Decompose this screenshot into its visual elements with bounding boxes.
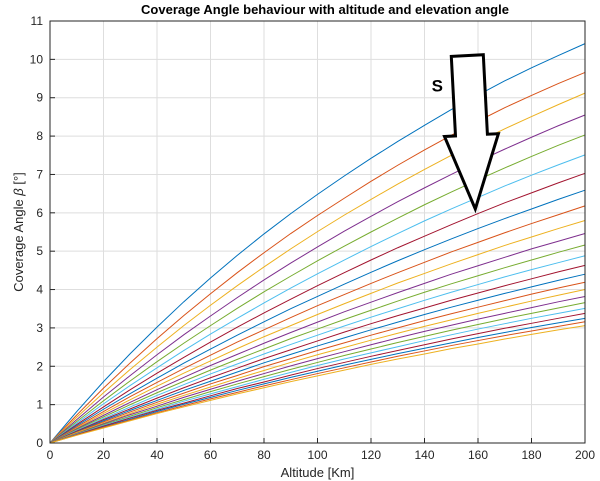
x-tick-label: 0 xyxy=(47,448,54,462)
x-axis-label: Altitude [Km] xyxy=(281,465,355,480)
y-tick-label: 5 xyxy=(36,244,43,258)
series-line xyxy=(49,71,586,444)
series-line xyxy=(49,233,586,444)
x-tick-label: 180 xyxy=(521,448,541,462)
y-tick-label: 9 xyxy=(36,91,43,105)
series-line xyxy=(49,307,586,444)
series-line xyxy=(49,172,586,444)
series-line xyxy=(49,321,586,444)
x-tick-label: 80 xyxy=(257,448,271,462)
series-line xyxy=(49,302,586,444)
series-line xyxy=(49,154,586,444)
series-line xyxy=(49,205,586,444)
series-line xyxy=(49,325,586,444)
y-tick-label: 6 xyxy=(36,206,43,220)
annotation-label: S xyxy=(432,77,443,96)
series-line xyxy=(49,134,586,444)
x-tick-label: 60 xyxy=(204,448,218,462)
ticks: 0 20 40 60 80 100 120 140 160 180 200 0 1 2 3 4 5 6 7 8 9 10 1… xyxy=(30,14,596,462)
x-tick-label: 160 xyxy=(468,448,488,462)
y-tick-label: 1 xyxy=(36,398,43,412)
y-axis-label-prefix: Coverage Angle xyxy=(11,196,26,292)
y-axis-label: Coverage Angle β [°] xyxy=(11,172,26,292)
x-tick-label: 120 xyxy=(361,448,381,462)
y-tick-label: 10 xyxy=(30,52,44,66)
x-tick-label: 200 xyxy=(575,448,595,462)
annotation-arrow xyxy=(442,53,501,214)
series-line xyxy=(49,295,586,444)
series-line xyxy=(49,43,586,444)
series-line xyxy=(49,273,586,444)
y-tick-label: 4 xyxy=(36,283,43,297)
y-axis-label-symbol: β xyxy=(11,188,26,197)
series-line xyxy=(49,220,586,444)
series-line xyxy=(49,114,586,444)
series-line xyxy=(49,255,586,444)
x-tick-label: 140 xyxy=(414,448,434,462)
y-tick-label: 0 xyxy=(36,436,43,450)
y-tick-label: 11 xyxy=(31,14,44,28)
x-tick-label: 40 xyxy=(150,448,164,462)
series-line xyxy=(49,244,586,444)
y-axis-label-suffix: [°] xyxy=(11,172,26,188)
series-line xyxy=(49,312,586,444)
series-line xyxy=(49,189,586,444)
series-lines xyxy=(49,43,586,444)
x-tick-label: 20 xyxy=(97,448,111,462)
y-tick-label: 2 xyxy=(36,359,43,373)
x-tick-label: 100 xyxy=(307,448,327,462)
chart-title: Coverage Angle behaviour with altitude a… xyxy=(141,2,509,17)
series-line xyxy=(49,281,586,444)
series-line xyxy=(49,264,586,444)
series-line xyxy=(49,289,586,444)
series-line xyxy=(49,317,586,444)
y-tick-label: 8 xyxy=(36,129,43,143)
y-tick-label: 3 xyxy=(36,321,43,335)
y-tick-label: 7 xyxy=(36,167,43,181)
